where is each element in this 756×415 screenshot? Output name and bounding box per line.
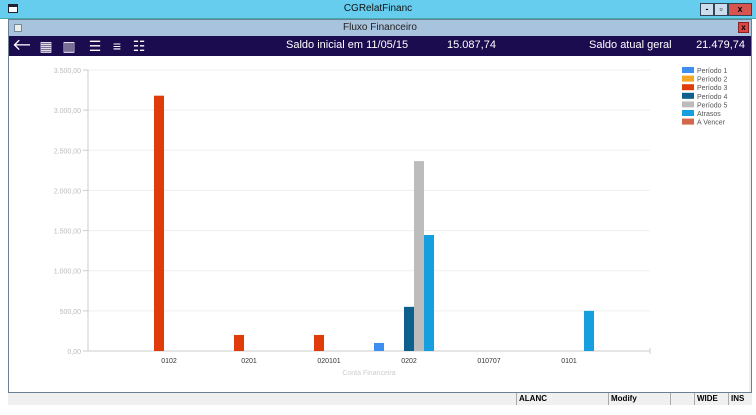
legend-swatch bbox=[682, 92, 694, 99]
legend-swatch bbox=[682, 118, 694, 125]
bar-chart: 0,00 500,00 1.000,00 1.500,00 2.000,00 2.500,… bbox=[54, 56, 751, 392]
status-bar: ALANC Modify WIDE INS bbox=[8, 393, 752, 405]
calendar-icon[interactable]: ▦ bbox=[39, 38, 53, 54]
window-titlebar: Fluxo Financeiro x bbox=[9, 20, 751, 36]
legend-label: A Vencer bbox=[697, 120, 726, 127]
saldo-inicial-value: 15.087,74 bbox=[447, 39, 496, 51]
app-titlebar: CGRelatFinanc - ▫ x bbox=[0, 0, 756, 19]
x-axis-label: Conta Financeira bbox=[342, 370, 395, 377]
bar-período-3-0201 bbox=[234, 334, 244, 351]
y-tick-label: 3.000,00 bbox=[54, 108, 81, 115]
status-cell-ins: INS bbox=[728, 393, 752, 405]
window-close-button[interactable]: x bbox=[738, 22, 749, 33]
back-arrow-icon[interactable]: 🡐 bbox=[12, 38, 30, 54]
window-icon bbox=[14, 24, 22, 32]
minimize-button[interactable]: - bbox=[700, 3, 714, 16]
y-tick-label: 1.500,00 bbox=[54, 229, 81, 236]
status-cell-wide: WIDE bbox=[694, 393, 728, 405]
app-title: CGRelatFinanc bbox=[343, 3, 413, 14]
list-icon[interactable]: ≡ bbox=[112, 38, 122, 54]
legend-label: Atrasos bbox=[697, 111, 721, 118]
y-tick-label: 1.000,00 bbox=[54, 269, 81, 276]
x-tick-label: 0202 bbox=[401, 358, 417, 365]
bar-atrasos-0202 bbox=[424, 234, 434, 351]
legend-swatch bbox=[682, 67, 694, 73]
saldo-atual-value: 21.479,74 bbox=[696, 39, 745, 51]
bar-período-3-020101 bbox=[314, 334, 324, 351]
bar-período-3-0102 bbox=[154, 95, 164, 351]
legend-label: Período 4 bbox=[697, 94, 727, 101]
restore-button[interactable]: ▫ bbox=[714, 3, 728, 16]
y-tick-label: 2.500,00 bbox=[54, 148, 81, 155]
numbered-list-icon[interactable]: ☷ bbox=[132, 38, 146, 54]
x-tick-label: 020101 bbox=[317, 358, 340, 365]
y-tick-label: 0,00 bbox=[67, 349, 81, 356]
y-tick-label: 500,00 bbox=[60, 309, 82, 316]
status-cell-mode: Modify bbox=[608, 393, 670, 405]
toolbar: 🡐 ▦ ▥ ☰ ≡ ☷ Saldo inicial em 11/05/15 15… bbox=[9, 36, 751, 56]
status-cell-empty bbox=[670, 393, 694, 405]
x-tick-label: 010707 bbox=[477, 358, 500, 365]
fluxo-window: Fluxo Financeiro x 🡐 ▦ ▥ ☰ ≡ ☷ Saldo ini… bbox=[8, 19, 752, 393]
app-icon bbox=[8, 4, 18, 13]
bar-período-4-0202 bbox=[404, 306, 414, 351]
close-button[interactable]: x bbox=[728, 3, 752, 16]
x-tick-label: 0201 bbox=[241, 358, 257, 365]
legend-swatch bbox=[682, 84, 694, 91]
bar-período-5-0202 bbox=[414, 161, 424, 351]
legend-swatch bbox=[682, 75, 694, 82]
saldo-atual-label: Saldo atual geral bbox=[589, 39, 672, 51]
legend-label: Período 3 bbox=[697, 85, 727, 92]
checklist-icon[interactable]: ☰ bbox=[88, 38, 102, 54]
x-tick-label: 0102 bbox=[161, 358, 177, 365]
bar-chart-icon[interactable]: ▥ bbox=[62, 38, 76, 54]
legend-label: Período 5 bbox=[697, 102, 727, 109]
legend-label: Período 1 bbox=[697, 68, 727, 75]
y-tick-label: 2.000,00 bbox=[54, 188, 81, 195]
saldo-inicial-label: Saldo inicial em 11/05/15 bbox=[286, 39, 409, 51]
bar-período-1-0202 bbox=[374, 342, 384, 351]
status-cell-user: ALANC bbox=[516, 393, 608, 405]
y-tick-label: 3.500,00 bbox=[54, 68, 81, 75]
legend-label: Período 2 bbox=[697, 77, 727, 84]
bar-atrasos-0101 bbox=[584, 310, 594, 351]
x-tick-label: 0101 bbox=[561, 358, 577, 365]
legend-swatch bbox=[682, 101, 694, 108]
legend-swatch bbox=[682, 110, 694, 116]
window-title: Fluxo Financeiro bbox=[343, 22, 417, 33]
